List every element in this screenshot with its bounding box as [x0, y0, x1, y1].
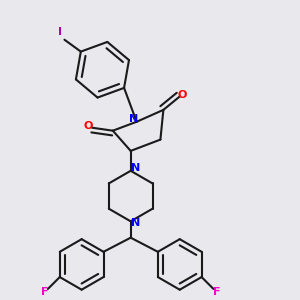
Text: O: O — [84, 121, 93, 131]
Text: N: N — [130, 218, 140, 228]
Text: O: O — [177, 90, 187, 100]
Text: N: N — [130, 164, 140, 173]
Text: F: F — [213, 287, 220, 297]
Text: N: N — [129, 114, 138, 124]
Text: I: I — [58, 27, 62, 37]
Text: F: F — [41, 287, 49, 297]
